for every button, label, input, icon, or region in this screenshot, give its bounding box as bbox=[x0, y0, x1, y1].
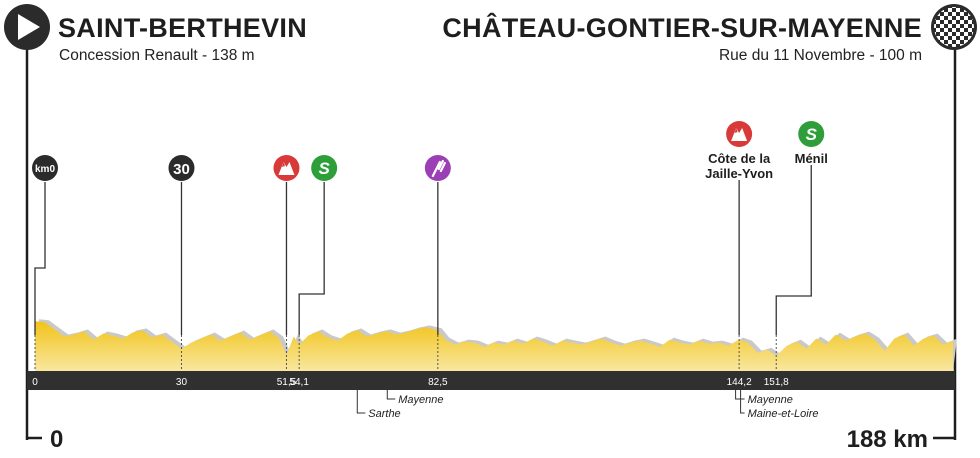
profile-area bbox=[35, 321, 953, 371]
marker-leader bbox=[34, 182, 46, 335]
department-lower: Sarthe bbox=[368, 408, 400, 420]
elevation-profile bbox=[35, 319, 957, 371]
start-detail: Concession Renault - 138 m bbox=[59, 47, 255, 64]
department-upper: Mayenne bbox=[398, 394, 443, 406]
sprint-icon bbox=[798, 121, 825, 147]
finish-town: CHÂTEAU-GONTIER-SUR-MAYENNE bbox=[442, 12, 922, 43]
km-badge-icon bbox=[32, 155, 58, 181]
play-icon bbox=[4, 4, 50, 50]
marker-sprint: 54,1 S bbox=[289, 155, 338, 388]
distance-bar bbox=[27, 371, 955, 390]
marker-feed: 82,5 bbox=[424, 155, 451, 388]
department-borders: Mayenne Sarthe Mayenne Maine-et-Loire bbox=[356, 390, 819, 420]
marker-km-label: 82,5 bbox=[428, 377, 448, 388]
department-lower: Maine-et-Loire bbox=[748, 408, 819, 420]
marker-name: Jaille-Yvon bbox=[705, 166, 773, 181]
marker-name: Ménil bbox=[795, 151, 828, 166]
marker-leader bbox=[298, 182, 325, 335]
department-border: Mayenne Sarthe bbox=[356, 390, 444, 420]
km-badge-icon bbox=[168, 155, 195, 181]
sprint-icon bbox=[311, 155, 338, 181]
finish-detail: Rue du 11 Novembre - 100 m bbox=[719, 47, 922, 64]
finish-distance-label: 188 km bbox=[847, 426, 928, 453]
marker-km-label: 151,8 bbox=[764, 377, 789, 388]
marker-km-label: 30 bbox=[176, 377, 188, 388]
marker-leader bbox=[775, 165, 812, 335]
marker-km-label: 0 bbox=[32, 377, 38, 388]
marker-km-marker: 30 30 bbox=[168, 155, 195, 388]
marker-sprint: 151,8 S Ménil bbox=[764, 121, 828, 388]
marker-km-label: 144,2 bbox=[727, 377, 752, 388]
marker-km-label: 54,1 bbox=[289, 377, 309, 388]
markers: 0 km0 30 30 51,554,1 S 82,5 144,2 Côte de laJail… bbox=[32, 121, 828, 388]
svg-text:S: S bbox=[318, 159, 330, 178]
marker-name: Côte de la bbox=[708, 151, 771, 166]
start-town: SAINT-BERTHEVIN bbox=[58, 13, 307, 43]
km-badge-text: 30 bbox=[173, 161, 190, 178]
checkered-flag-icon bbox=[931, 4, 977, 50]
marker-km-label: 51,5 bbox=[277, 377, 297, 388]
km-badge-text: km0 bbox=[35, 164, 55, 175]
marker-km0: 0 km0 bbox=[32, 155, 58, 388]
svg-text:S: S bbox=[806, 125, 818, 144]
department-border: Mayenne Maine-et-Loire bbox=[735, 390, 819, 420]
department-upper: Mayenne bbox=[748, 394, 793, 406]
start-distance-label: 0 bbox=[50, 426, 63, 453]
marker-climb: 51,5 bbox=[273, 155, 300, 388]
